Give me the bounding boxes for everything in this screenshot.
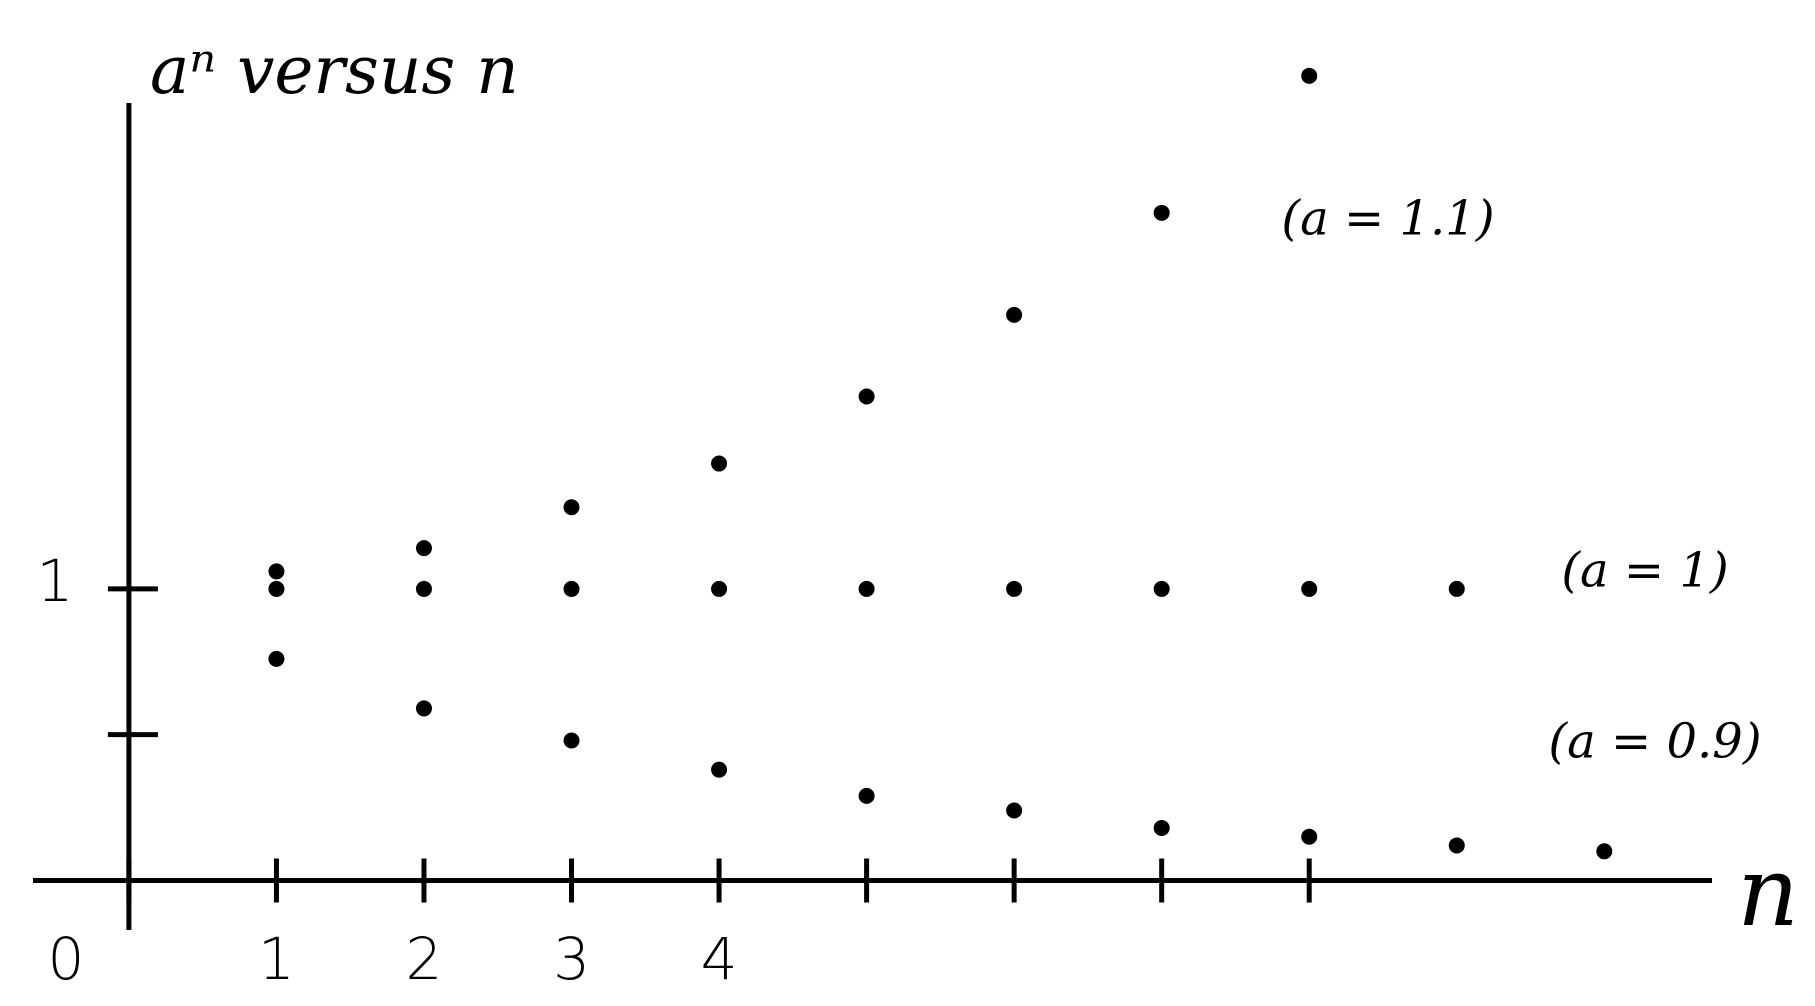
data-point <box>1006 802 1023 819</box>
data-point <box>858 388 875 405</box>
data-point <box>1006 580 1023 597</box>
chart-title: aⁿ versus n <box>150 32 519 109</box>
data-point <box>268 580 285 597</box>
data-point <box>268 563 285 580</box>
data-point <box>858 787 875 804</box>
x-tick-label: 3 <box>553 925 590 993</box>
data-point <box>563 499 580 516</box>
data-point <box>1301 580 1318 597</box>
data-point <box>1153 819 1170 836</box>
series-label: (a = 0.9) <box>1548 714 1761 770</box>
data-point <box>1448 837 1465 854</box>
x-axis-label: n <box>1737 836 1799 948</box>
data-point <box>711 580 728 597</box>
data-point <box>563 580 580 597</box>
data-point <box>415 540 432 557</box>
data-point <box>1596 843 1613 860</box>
data-point <box>858 580 875 597</box>
series-label: (a = 1.1) <box>1281 191 1494 247</box>
x-tick-label: 1 <box>258 925 295 993</box>
x-tick-label: 0 <box>47 925 84 993</box>
x-tick-label: 4 <box>701 925 738 993</box>
data-point <box>563 732 580 749</box>
data-point <box>415 700 432 717</box>
series-label: (a = 1) <box>1561 543 1728 599</box>
data-point <box>268 650 285 667</box>
y-tick-label: 1 <box>37 547 74 615</box>
data-point <box>1448 580 1465 597</box>
data-point <box>1153 204 1170 221</box>
data-point <box>711 761 728 778</box>
data-point <box>1153 580 1170 597</box>
data-point <box>1006 306 1023 323</box>
data-point <box>711 455 728 472</box>
x-tick-label: 2 <box>406 925 443 993</box>
data-point <box>1301 828 1318 845</box>
data-point <box>1301 67 1318 84</box>
data-point <box>415 580 432 597</box>
